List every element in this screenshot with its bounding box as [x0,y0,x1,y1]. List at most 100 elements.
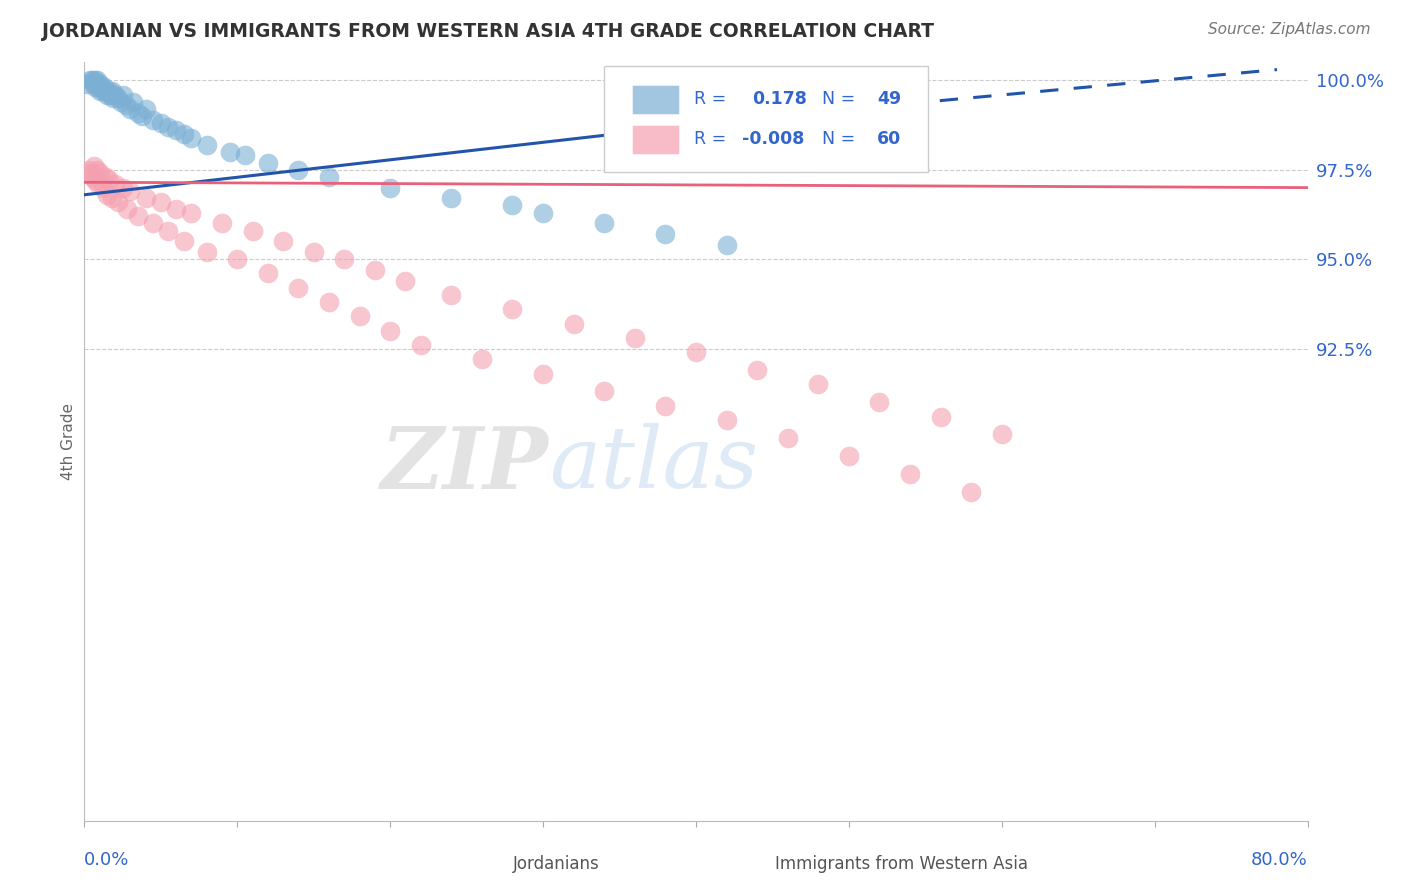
Point [94,84,117,98]
Point [76,77,98,91]
Point [79,166,101,180]
Point [593,384,616,399]
Point [233,148,256,162]
Point [716,237,738,252]
Bar [733,852,766,876]
Point [96,187,118,202]
Point [79,73,101,87]
Point [120,184,142,198]
Point [440,288,463,302]
Point [562,317,585,331]
Text: N =: N = [823,90,860,108]
Point [593,216,616,230]
Text: atlas: atlas [550,423,758,506]
Point [86,162,108,177]
Point [318,169,340,184]
FancyBboxPatch shape [605,66,928,172]
Point [122,95,145,109]
Point [94,169,117,184]
Point [149,116,172,130]
Text: 0.0%: 0.0% [84,851,129,869]
Text: ZIP: ZIP [381,423,550,506]
Point [101,191,124,205]
Bar [470,852,503,876]
Point [195,244,218,259]
Point [747,363,769,377]
Text: 80.0%: 80.0% [1251,851,1308,869]
Point [107,91,129,105]
Point [84,80,107,95]
Point [960,484,983,499]
Point [98,87,121,102]
Point [84,73,107,87]
Point [685,345,707,359]
Point [502,302,524,317]
Point [271,234,294,248]
Point [115,202,138,216]
Point [86,77,108,91]
Point [149,194,172,209]
Point [114,98,136,112]
Point [440,191,463,205]
Point [110,95,132,109]
Point [226,252,249,267]
Point [898,467,921,481]
Point [869,395,891,409]
Point [157,223,180,237]
Point [838,449,860,463]
Point [127,105,149,120]
Point [173,127,195,141]
Point [287,281,309,295]
Point [101,84,124,98]
Point [654,399,676,413]
Point [991,427,1014,442]
Point [531,367,554,381]
Text: Immigrants from Western Asia: Immigrants from Western Asia [776,855,1028,873]
Bar [633,125,679,153]
Point [173,234,195,248]
Point [131,109,153,123]
Point [776,431,799,445]
Point [716,413,738,427]
Point [89,84,111,98]
Point [135,191,157,205]
Point [104,177,127,191]
Point [84,173,107,187]
Point [80,169,103,184]
Point [180,130,202,145]
Point [111,87,134,102]
Text: N =: N = [823,130,860,148]
Point [302,244,325,259]
Point [531,205,554,219]
Point [165,202,187,216]
Point [83,77,105,91]
Point [180,205,202,219]
Point [87,80,110,95]
Point [157,120,180,134]
Point [77,162,100,177]
Point [107,194,129,209]
Point [97,84,120,98]
Text: R =: R = [693,90,731,108]
Point [111,180,134,194]
Point [89,77,111,91]
Point [929,409,952,424]
Point [86,73,108,87]
Point [654,227,676,241]
Point [333,252,356,267]
Point [127,209,149,223]
Point [91,84,114,98]
Point [91,180,114,194]
Point [471,352,494,367]
Text: R =: R = [693,130,731,148]
Point [409,338,432,352]
Text: 0.178: 0.178 [752,90,807,108]
Point [165,123,187,137]
Point [89,166,111,180]
Point [142,112,165,127]
Point [103,91,125,105]
Bar [633,85,679,113]
Point [120,102,142,116]
Point [104,87,127,102]
Point [80,73,103,87]
